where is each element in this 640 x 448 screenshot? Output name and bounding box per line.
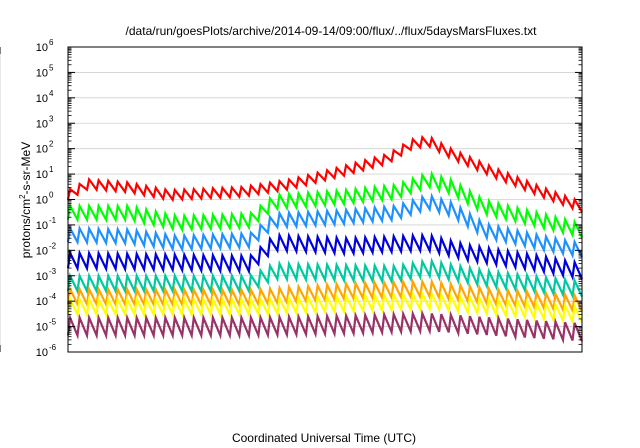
y-tick-label-base: 10 xyxy=(36,169,48,181)
y-tick-label-exp: -4 xyxy=(49,292,57,301)
y-tick-label: 105 xyxy=(36,63,54,79)
y-tick-label-base: 10 xyxy=(36,144,48,156)
y-tick-label: 10-1 xyxy=(36,216,57,232)
y-tick-label-exp: 2 xyxy=(49,140,54,149)
y-tick-label-exp: -2 xyxy=(49,241,57,250)
y-tick-label-base: 10 xyxy=(36,245,48,257)
y-tick-label: 10-6 xyxy=(36,343,57,359)
y-tick-label-exp: 1 xyxy=(49,165,54,174)
y-tick-label-exp: 5 xyxy=(49,63,54,72)
series-line xyxy=(66,257,583,300)
x-axis-label: Coordinated Universal Time (UTC) xyxy=(232,431,416,445)
y-tick-label-base: 10 xyxy=(36,271,48,283)
y-tick-label-base: 10 xyxy=(36,296,48,308)
y-tick-label: 103 xyxy=(36,114,54,130)
series-line xyxy=(66,231,584,282)
y-tick-label: 106 xyxy=(36,38,54,54)
series-line xyxy=(66,309,584,345)
series-line xyxy=(66,192,583,260)
series-line xyxy=(66,277,583,315)
y-axis-label: protons/cm2-s-sr-MeV xyxy=(18,142,33,258)
series-line xyxy=(66,170,583,239)
y-axis-label-exp: 2 xyxy=(18,194,27,199)
y-tick-label: 101 xyxy=(36,165,54,181)
y-tick-label: 10-3 xyxy=(36,267,57,283)
y-tick-label-base: 10 xyxy=(36,93,48,105)
y-tick-label-base: 10 xyxy=(36,195,48,207)
y-tick-label-base: 10 xyxy=(36,42,48,54)
y-axis-label-rest: -s-sr-MeV xyxy=(19,142,33,195)
y-tick-label: 100 xyxy=(36,191,54,207)
y-tick-label: 10-5 xyxy=(36,318,57,334)
y-tick-label-base: 10 xyxy=(36,220,48,232)
y-tick-label-exp: -6 xyxy=(49,343,57,352)
y-tick-label-base: 10 xyxy=(36,118,48,130)
y-tick-label-base: 10 xyxy=(36,67,48,79)
y-tick-label-base: 10 xyxy=(36,347,48,359)
y-tick-label: 104 xyxy=(36,89,54,105)
series-group xyxy=(66,134,584,345)
y-tick-label: 10-2 xyxy=(36,241,57,257)
y-tick-label-base: 10 xyxy=(36,322,48,334)
series-line xyxy=(66,289,583,326)
y-tick-label: 102 xyxy=(36,140,54,156)
y-tick-label-exp: -1 xyxy=(49,216,57,225)
series-line xyxy=(66,134,583,213)
y-tick-label-exp: 6 xyxy=(49,38,54,47)
y-tick-label-exp: -5 xyxy=(49,318,57,327)
y-tick-label-exp: -3 xyxy=(49,267,57,276)
y-tick-label-exp: 4 xyxy=(49,89,54,98)
y-tick-label-exp: 3 xyxy=(49,114,54,123)
plot-frame xyxy=(67,46,583,353)
y-axis-label-base: protons/cm xyxy=(19,199,33,258)
y-tick-label: 10-4 xyxy=(36,292,57,308)
chart-title: /data/run/goesPlots/archive/2014-09-14/0… xyxy=(126,24,538,38)
y-tick-label-exp: 0 xyxy=(49,191,54,200)
axes: 10-610-510-410-310-210-11001011021031041… xyxy=(0,38,583,359)
